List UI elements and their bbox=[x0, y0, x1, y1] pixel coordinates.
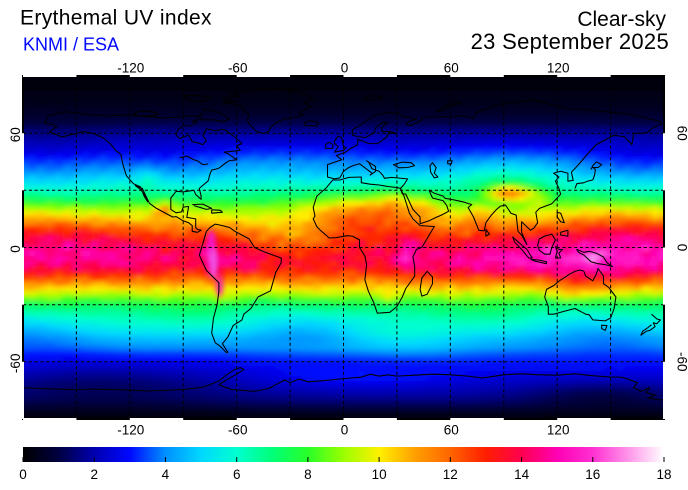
svg-text:8: 8 bbox=[304, 467, 312, 482]
svg-text:60: 60 bbox=[675, 126, 688, 141]
svg-text:KNMI / ESA: KNMI / ESA bbox=[23, 35, 119, 55]
svg-text:14: 14 bbox=[514, 467, 530, 482]
svg-text:120: 120 bbox=[547, 61, 570, 76]
svg-text:120: 120 bbox=[547, 423, 570, 438]
svg-text:12: 12 bbox=[443, 467, 458, 482]
svg-text:60: 60 bbox=[444, 423, 459, 438]
svg-text:0: 0 bbox=[19, 467, 27, 482]
svg-text:0: 0 bbox=[675, 244, 688, 252]
svg-text:-120: -120 bbox=[117, 61, 144, 76]
svg-text:6: 6 bbox=[233, 467, 241, 482]
svg-text:10: 10 bbox=[372, 467, 387, 482]
svg-text:-60: -60 bbox=[228, 61, 248, 76]
svg-text:18: 18 bbox=[656, 467, 671, 482]
svg-text:-60: -60 bbox=[8, 354, 23, 374]
svg-text:60: 60 bbox=[444, 61, 459, 76]
svg-text:0: 0 bbox=[341, 423, 349, 438]
svg-text:0: 0 bbox=[341, 61, 349, 76]
svg-text:0: 0 bbox=[8, 245, 23, 253]
svg-text:60: 60 bbox=[8, 127, 23, 142]
svg-text:Clear-sky: Clear-sky bbox=[577, 8, 666, 31]
svg-text:-120: -120 bbox=[117, 423, 144, 438]
svg-text:-60: -60 bbox=[675, 352, 688, 372]
svg-text:4: 4 bbox=[162, 467, 170, 482]
svg-text:23 September 2025: 23 September 2025 bbox=[471, 29, 669, 54]
svg-text:2: 2 bbox=[90, 467, 98, 482]
svg-text:Erythemal UV index: Erythemal UV index bbox=[20, 7, 212, 30]
svg-text:-60: -60 bbox=[228, 423, 248, 438]
svg-text:16: 16 bbox=[585, 467, 600, 482]
